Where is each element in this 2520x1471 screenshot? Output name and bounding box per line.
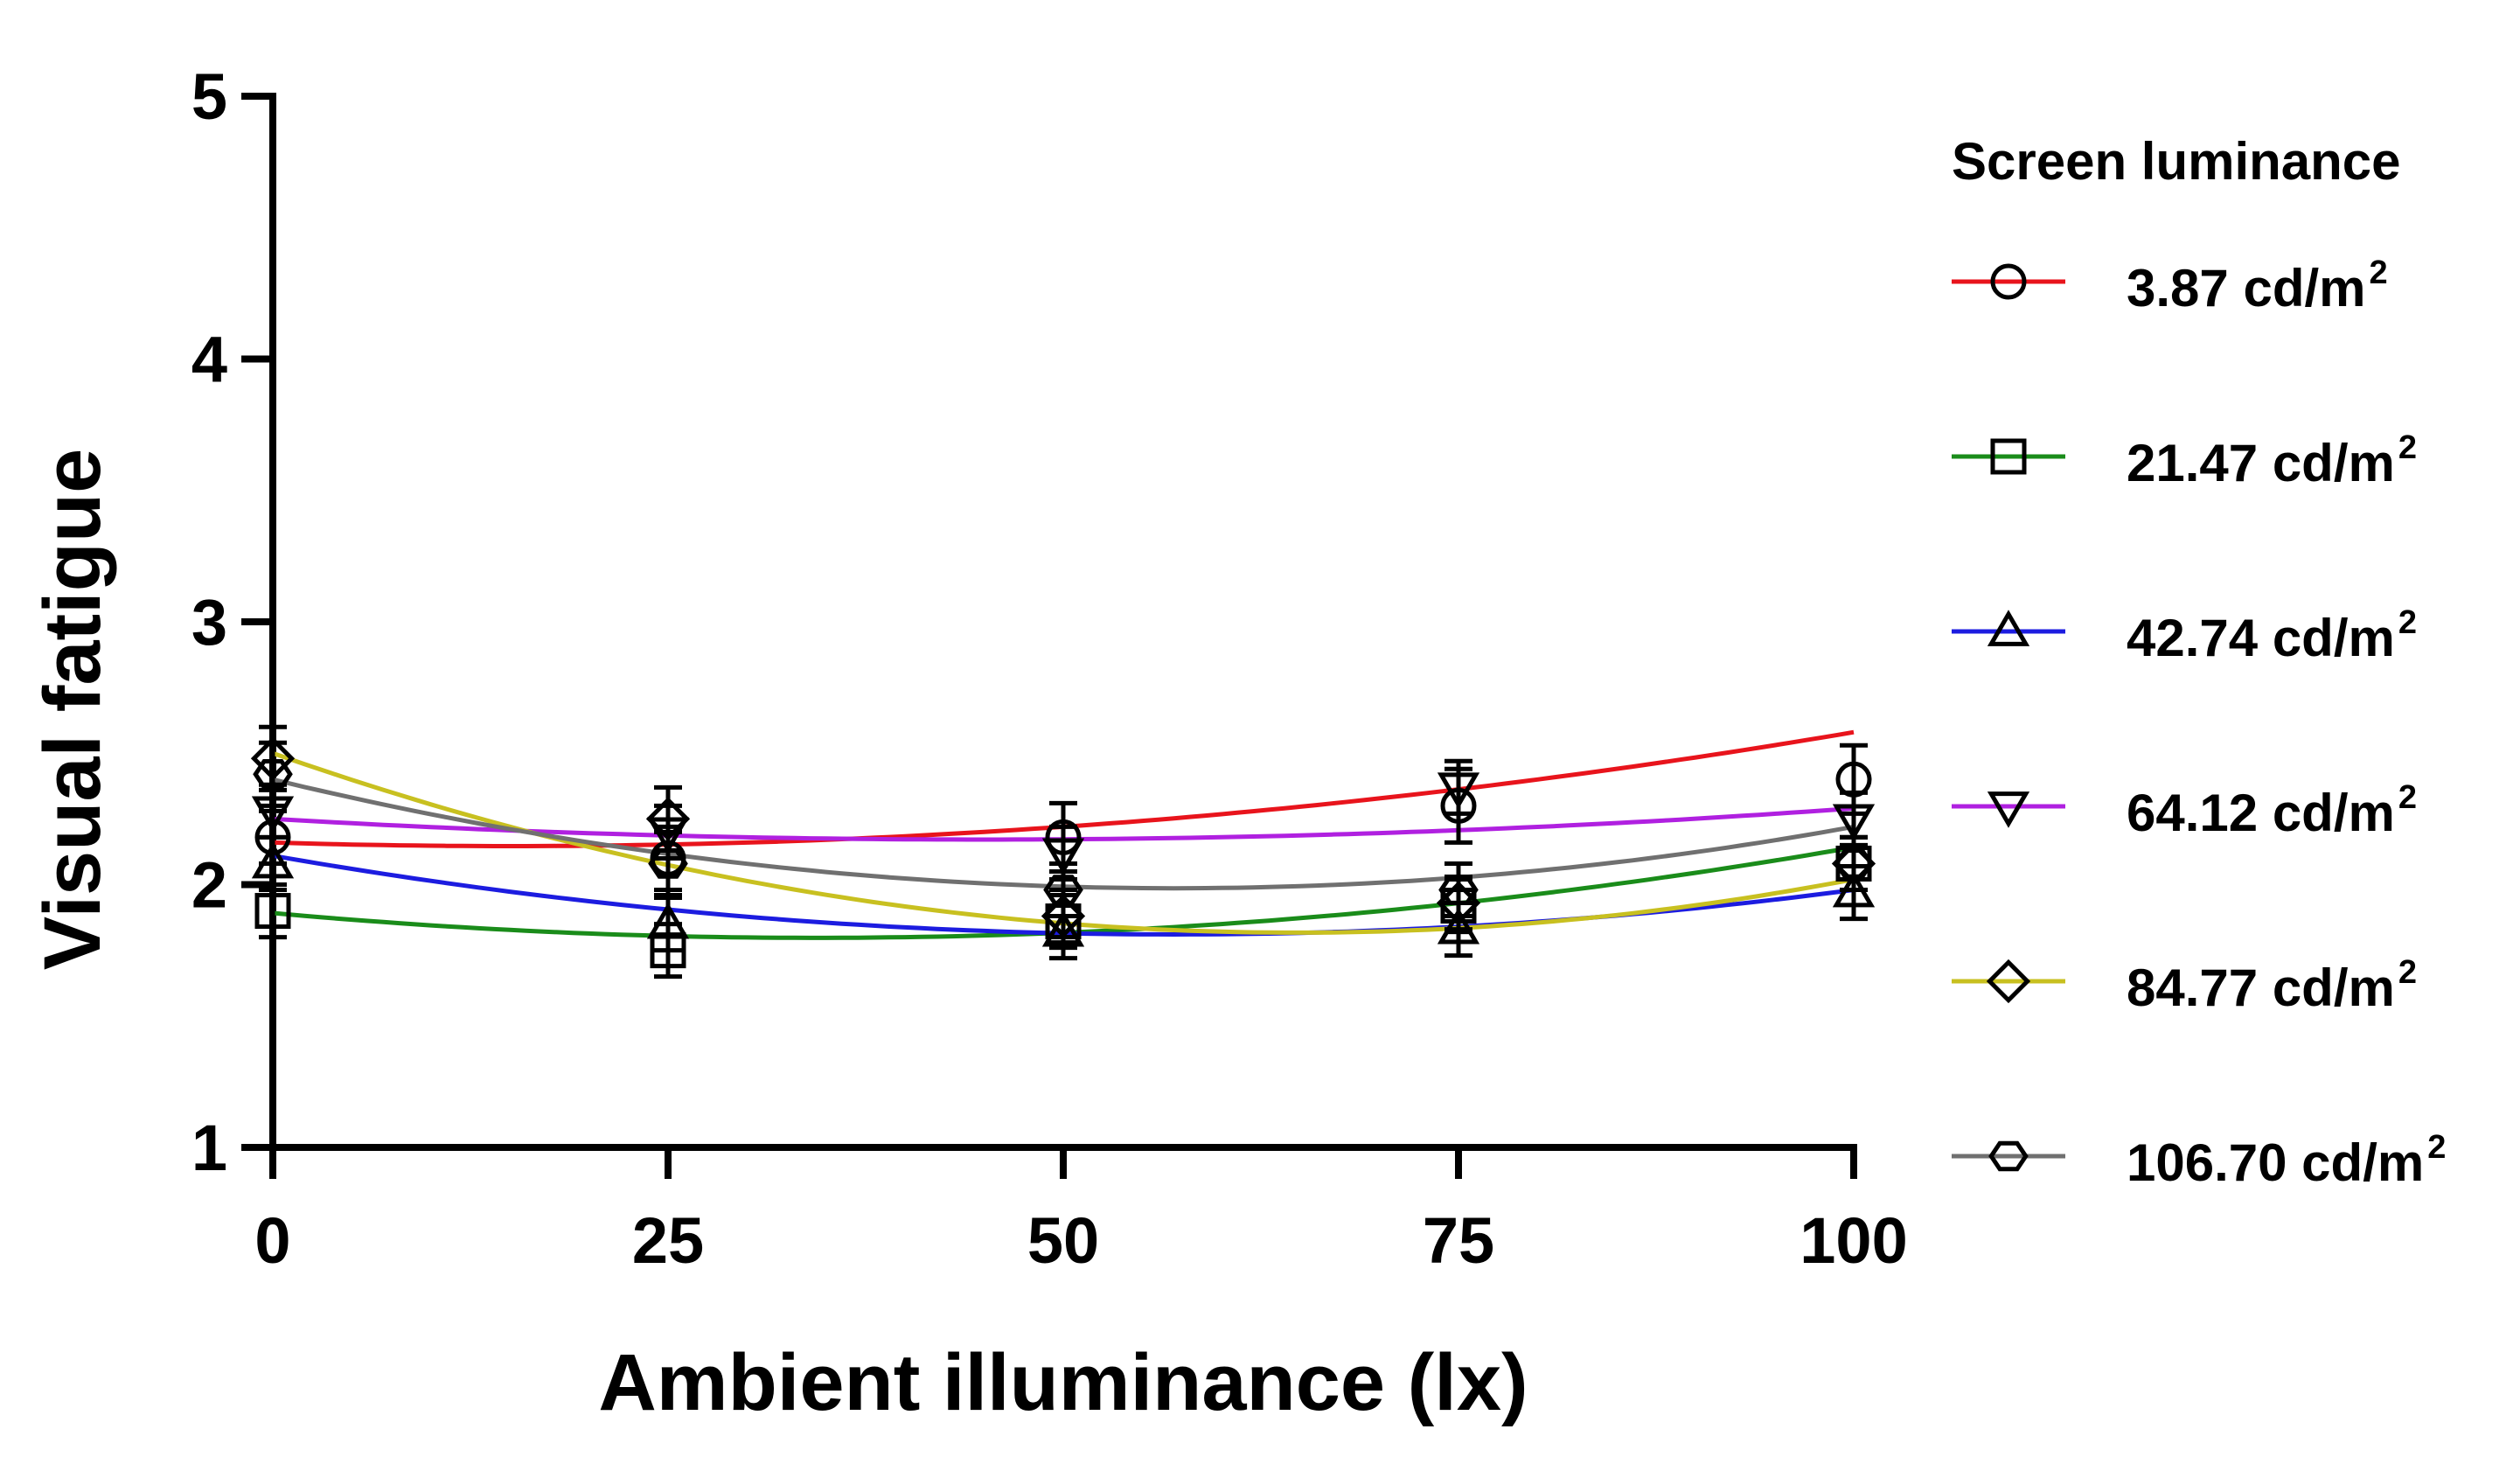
data-point-hexagon (1043, 875, 1083, 905)
legend-marker-hexagon (1988, 1140, 2029, 1172)
x-tick-label: 50 (1027, 1204, 1099, 1277)
legend-marker-triangle-up (1987, 610, 2030, 646)
legend-title: Screen luminance (1952, 132, 2401, 191)
x-tick-label: 100 (1800, 1204, 1907, 1277)
data-point-triangle-up (1041, 910, 1085, 947)
data-point-square (254, 893, 291, 930)
data-point-hexagon (1834, 848, 1874, 879)
x-tick-label: 0 (254, 1204, 290, 1277)
legend-label-6: 106.70 cd/m 2 (2127, 1129, 2446, 1192)
y-tick-label: 2 (191, 849, 227, 922)
x-tick-label: 75 (1423, 1204, 1494, 1277)
data-point-triangle-down (1041, 838, 1085, 875)
data-point-triangle-up (646, 902, 690, 939)
x-axis-title: Ambient illuminance (lx) (598, 1338, 1528, 1427)
y-tick-label: 1 (191, 1112, 227, 1184)
legend-label-5: 84.77 cd/m 2 (2127, 954, 2417, 1017)
y-axis-title: Visual fatigue (28, 449, 117, 970)
data-point-hexagon (648, 848, 688, 879)
data-point-triangle-down (646, 817, 690, 854)
data-point-triangle-up (1832, 870, 1876, 908)
data-point-diamond (250, 736, 296, 781)
data-markers (250, 736, 1876, 969)
data-point-triangle-up (251, 841, 295, 879)
data-point-diamond (1041, 894, 1086, 938)
y-tick-label: 5 (191, 60, 227, 133)
legend-label-3: 42.74 cd/m 2 (2127, 604, 2417, 667)
legend-label-2: 21.47 cd/m 2 (2127, 429, 2417, 492)
data-point-triangle-down (251, 796, 295, 833)
data-point-triangle-down (1832, 804, 1876, 841)
legend-marker-square (1990, 438, 2027, 475)
legend: Screen luminance 3.87 cd/m 2 21.47 cd/m 2 42.… (1952, 132, 2446, 1192)
legend-marker-diamond (1986, 959, 2031, 1004)
legend-marker-circle (1990, 263, 2027, 300)
legend-label-1: 3.87 cd/m 2 (2127, 254, 2388, 317)
data-point-triangle-down (1437, 772, 1480, 810)
data-point-circle (254, 819, 291, 855)
y-tick-label: 3 (191, 586, 227, 659)
legend-marker-triangle-down (1987, 791, 2030, 828)
data-point-diamond (645, 797, 691, 841)
data-point-circle (1045, 819, 1082, 855)
data-point-triangle-up (1437, 907, 1480, 945)
data-point-hexagon (253, 758, 293, 790)
data-point-circle (1835, 761, 1872, 798)
y-tick-label: 4 (191, 324, 227, 396)
x-tick-label: 25 (632, 1204, 704, 1277)
data-point-circle (1440, 787, 1477, 824)
data-point-hexagon (1438, 875, 1479, 905)
legend-label-4: 64.12 cd/m 2 (2127, 779, 2417, 842)
